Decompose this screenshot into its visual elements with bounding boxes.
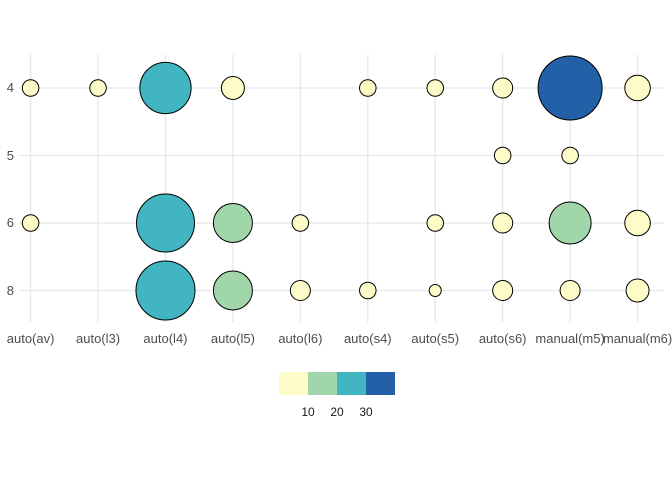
x-tick-label-auto-l6: auto(l6) <box>278 331 323 346</box>
bubble-auto-av-cyl4 <box>21 79 40 97</box>
x-tick-label-auto-l5: auto(l5) <box>210 331 255 346</box>
x-tick-label-auto-av: auto(av) <box>6 331 55 346</box>
x-tick-label-auto-s6: auto(s6) <box>478 331 527 346</box>
legend-tick-label-10: 10 <box>301 405 315 419</box>
bubble-manual-m5-cyl8 <box>559 279 581 302</box>
x-tick-label-manual-m6: manual(m6) <box>602 331 672 346</box>
bubble-auto-s6-cyl4 <box>492 77 514 99</box>
bubble-auto-l6-cyl6 <box>291 214 310 232</box>
legend-swatch-3 <box>337 372 366 395</box>
y-tick-label-8: 8 <box>6 282 14 298</box>
bubble-manual-m5-cyl4 <box>537 55 603 121</box>
legend-swatch-4 <box>366 372 395 395</box>
bubble-auto-l4-cyl6 <box>135 193 195 253</box>
x-tick-label-auto-s4: auto(s4) <box>343 331 392 346</box>
bubble-auto-av-cyl6 <box>21 214 40 232</box>
bubble-manual-m5-cyl6 <box>548 201 592 245</box>
bubble-auto-s5-cyl4 <box>426 79 445 97</box>
y-tick-label-5: 5 <box>6 147 14 163</box>
legend-tick-label-30: 30 <box>359 405 373 419</box>
y-tick-label-4: 4 <box>6 80 14 95</box>
bubble-auto-l3-cyl4 <box>89 79 107 97</box>
bubble-auto-s6-cyl8 <box>492 279 514 302</box>
bubble-auto-s6-cyl5 <box>493 146 512 165</box>
bubble-manual-m6-cyl6 <box>624 209 651 237</box>
bubble-auto-s4-cyl4 <box>359 79 377 97</box>
bubble-auto-l5-cyl6 <box>212 202 253 244</box>
legend-swatch-2 <box>308 372 337 395</box>
bubble-auto-s4-cyl8 <box>359 281 377 300</box>
bubble-auto-s6-cyl6 <box>492 212 514 234</box>
bubble-auto-s5-cyl6 <box>426 214 445 232</box>
bubble-auto-l5-cyl8 <box>212 270 253 311</box>
legend-swatch-1 <box>279 372 308 395</box>
bubble-manual-m6-cyl4 <box>624 74 651 102</box>
bubble-manual-m5-cyl5 <box>561 146 579 165</box>
bubble-auto-l4-cyl4 <box>139 61 192 115</box>
bubble-auto-l6-cyl8 <box>289 279 311 302</box>
bubble-auto-l4-cyl8 <box>135 260 196 321</box>
x-tick-label-manual-m5: manual(m5) <box>535 331 605 346</box>
legend-tick-label-20: 20 <box>330 405 344 419</box>
bubble-manual-m6-cyl8 <box>625 278 650 303</box>
x-tick-label-auto-s5: auto(s5) <box>411 331 460 346</box>
bubble-auto-s5-cyl8 <box>428 284 442 297</box>
x-tick-label-auto-l3: auto(l3) <box>75 331 121 346</box>
y-tick-label-6: 6 <box>6 215 14 230</box>
x-tick-label-auto-l4: auto(l4) <box>143 331 188 346</box>
bubble-auto-l5-cyl4 <box>220 76 245 100</box>
